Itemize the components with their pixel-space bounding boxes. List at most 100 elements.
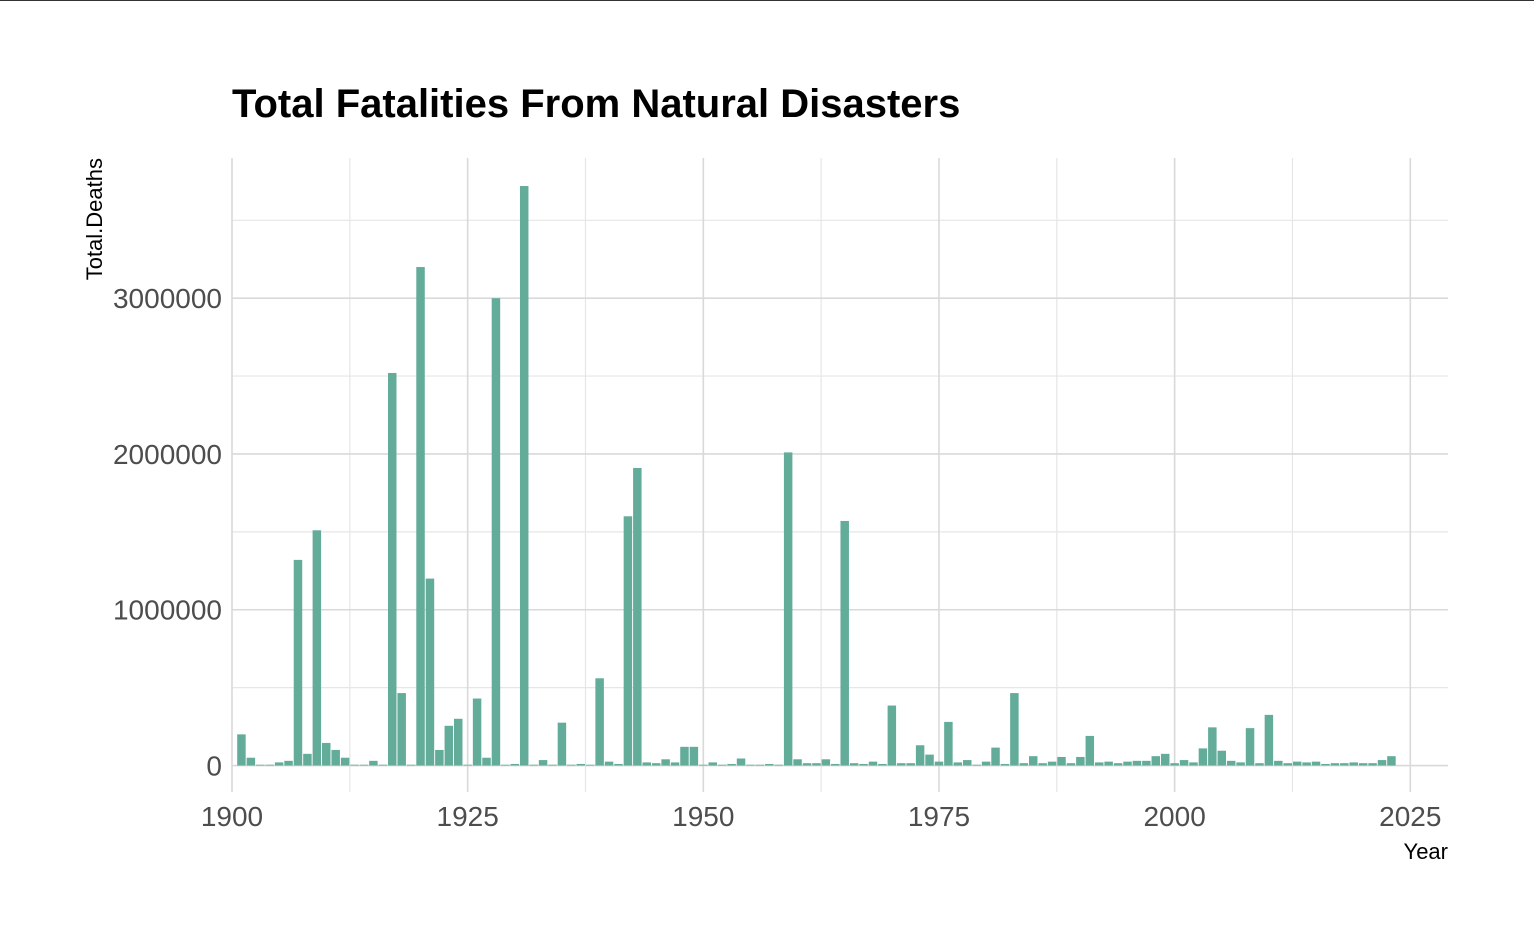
bar-1960 <box>793 759 802 766</box>
bar-1940 <box>604 761 614 766</box>
bar-1918 <box>397 693 406 766</box>
bar-1964 <box>831 763 840 766</box>
bar-2007 <box>1236 762 1245 766</box>
bar-1993 <box>1104 761 1113 766</box>
bar-1932 <box>529 764 538 766</box>
y-tick-label: 3000000 <box>113 283 222 314</box>
bar-1968 <box>868 761 878 766</box>
bar-1972 <box>906 763 915 766</box>
bar-1996 <box>1132 760 1142 766</box>
bar-1994 <box>1113 763 1123 766</box>
bar-1962 <box>812 763 821 766</box>
bar-2017 <box>1330 763 1340 766</box>
bar-1983 <box>1010 693 1019 766</box>
x-tick-label: 1950 <box>672 801 734 832</box>
bar-1978 <box>963 760 972 766</box>
bar-1951 <box>708 762 717 766</box>
bar-1912 <box>340 757 350 766</box>
bar-2021 <box>1368 763 1377 766</box>
bar-2023 <box>1387 756 1396 766</box>
bar-1930 <box>510 763 520 766</box>
bar-1945 <box>651 763 661 766</box>
bar-1904 <box>265 764 274 766</box>
bar-1938 <box>585 764 595 766</box>
x-tick-label: 1925 <box>437 801 499 832</box>
bar-2020 <box>1358 763 1368 766</box>
bar-1981 <box>991 747 1000 766</box>
bar-1927 <box>482 757 491 766</box>
bar-1920 <box>416 267 425 766</box>
bar-1939 <box>595 678 604 766</box>
bar-1947 <box>670 762 680 766</box>
y-tick-label: 1000000 <box>113 595 222 626</box>
bar-1914 <box>359 764 369 766</box>
bar-1988 <box>1057 756 1066 766</box>
bar-1991 <box>1085 735 1095 766</box>
bar-2008 <box>1245 728 1255 766</box>
bar-1903 <box>256 764 265 766</box>
bar-1902 <box>246 757 256 766</box>
bar-1919 <box>406 764 416 766</box>
bar-1973 <box>915 745 925 766</box>
bar-2018 <box>1340 763 1349 766</box>
bar-1957 <box>765 763 774 766</box>
bar-1908 <box>303 753 312 766</box>
bar-2002 <box>1189 762 1198 766</box>
bar-2019 <box>1349 762 1358 766</box>
top-border-line <box>0 0 1534 1</box>
x-tick-label: 2000 <box>1143 801 1205 832</box>
bar-1910 <box>322 742 331 766</box>
bar-1909 <box>312 530 322 766</box>
bar-1936 <box>567 764 576 766</box>
bar-1941 <box>614 763 623 766</box>
bar-1998 <box>1151 756 1161 766</box>
bar-2013 <box>1292 761 1302 766</box>
bar-1901 <box>237 734 246 766</box>
bar-1923 <box>444 725 454 766</box>
bar-2001 <box>1179 760 1189 766</box>
bar-1929 <box>501 764 510 766</box>
bar-1974 <box>925 754 934 766</box>
bar-1955 <box>746 764 755 766</box>
bar-1980 <box>981 761 991 766</box>
bar-2012 <box>1283 763 1292 766</box>
bar-1975 <box>934 761 944 766</box>
minor-gridlines <box>232 158 1448 792</box>
x-tick-label: 1975 <box>908 801 970 832</box>
bar-1963 <box>821 759 831 766</box>
bar-1942 <box>623 516 633 766</box>
bar-1948 <box>680 746 689 766</box>
bar-1949 <box>689 746 699 766</box>
bars <box>237 186 1396 766</box>
bar-1916 <box>378 764 388 766</box>
bar-2022 <box>1377 760 1387 766</box>
bar-1946 <box>661 759 670 766</box>
bar-2004 <box>1208 727 1217 766</box>
bar-1911 <box>331 749 340 766</box>
bar-2015 <box>1311 761 1321 766</box>
bar-2005 <box>1217 750 1227 766</box>
bar-1952 <box>717 764 727 766</box>
bar-1956 <box>755 764 765 766</box>
bar-2011 <box>1274 760 1283 766</box>
bar-1984 <box>1019 763 1029 766</box>
bar-2006 <box>1226 760 1236 766</box>
bar-1913 <box>350 764 359 766</box>
bar-1937 <box>576 763 586 766</box>
bar-1931 <box>519 186 529 766</box>
bar-1944 <box>642 762 652 766</box>
bar-1926 <box>472 698 482 766</box>
chart-title: Total Fatalities From Natural Disasters <box>232 82 961 126</box>
x-tick-label: 2025 <box>1379 801 1441 832</box>
bar-1970 <box>887 705 897 766</box>
x-axis-ticks: 1900 1925 1950 1975 2000 2025 <box>201 801 1442 832</box>
x-axis-title: Year <box>1404 839 1448 864</box>
bar-1995 <box>1123 761 1132 766</box>
bar-1990 <box>1076 756 1085 766</box>
bar-2000 <box>1170 763 1179 766</box>
bar-1992 <box>1094 762 1104 766</box>
bar-1924 <box>453 718 463 766</box>
bar-1933 <box>538 760 548 766</box>
bar-1977 <box>953 762 963 766</box>
